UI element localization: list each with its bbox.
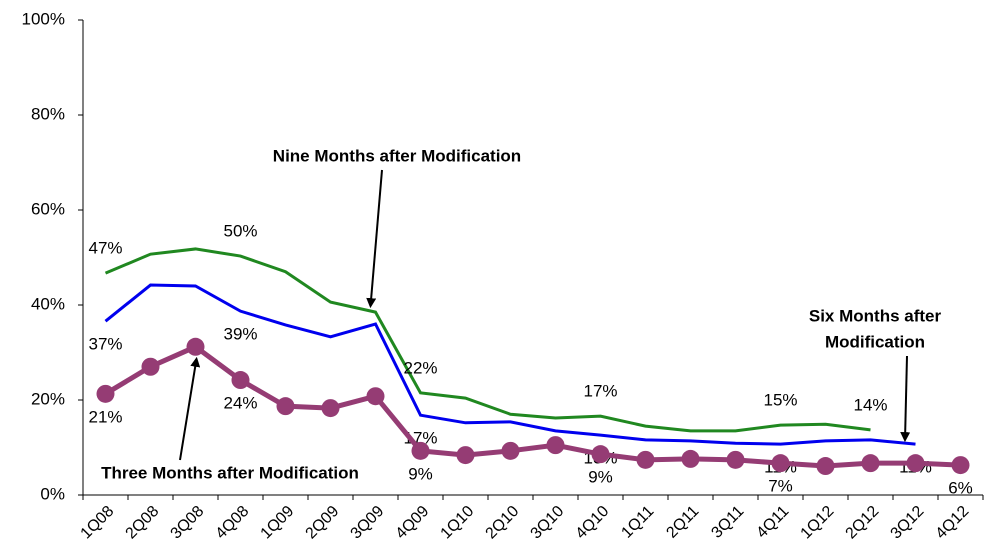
marker [951, 456, 970, 475]
data-label: 39% [223, 325, 257, 344]
marker [411, 441, 430, 460]
x-tick-label: 2Q12 [843, 503, 883, 543]
marker [186, 337, 205, 356]
annotation-arrow [179, 356, 201, 461]
y-tick-label: 40% [31, 294, 65, 313]
data-label: 21% [88, 407, 122, 426]
marker [456, 446, 475, 465]
data-label: 6% [948, 479, 973, 498]
x-tick-label: 2Q10 [483, 503, 523, 543]
data-label: 24% [223, 394, 257, 413]
x-tick-label: 4Q12 [933, 503, 973, 543]
y-tick-label: 0% [40, 484, 65, 503]
series-line [104, 247, 871, 433]
marker [546, 436, 565, 455]
x-tick-label: 4Q10 [573, 503, 613, 543]
data-label: 15% [763, 391, 797, 410]
data-label: 50% [223, 222, 257, 241]
y-tick-label: 20% [31, 389, 65, 408]
data-label: 22% [403, 358, 437, 377]
marker [231, 371, 250, 390]
x-tick-label: 3Q12 [888, 503, 928, 543]
x-tick-label: 3Q10 [528, 503, 568, 543]
marker [816, 457, 835, 476]
marker [726, 450, 745, 469]
data-label: 7% [768, 477, 793, 496]
x-tick-label: 1Q08 [78, 503, 118, 543]
data-label: 9% [408, 464, 433, 483]
x-tick-label: 3Q11 [708, 503, 747, 542]
marker [366, 387, 385, 406]
marker [321, 399, 340, 418]
data-label: 17% [583, 382, 617, 401]
annotation: Modification [825, 332, 925, 351]
marker [861, 454, 880, 473]
marker [96, 384, 115, 403]
x-tick-label: 1Q12 [798, 503, 838, 543]
marker [771, 454, 790, 473]
x-tick-label: 1Q11 [618, 503, 657, 542]
x-tick-label: 1Q09 [258, 503, 298, 543]
annotation: Nine Months after Modification [273, 146, 521, 165]
x-tick-label: 4Q11 [753, 503, 792, 542]
y-tick-label: 80% [31, 104, 65, 123]
marker [501, 441, 520, 460]
x-tick-label: 3Q09 [348, 503, 388, 543]
marker [906, 454, 925, 473]
data-label: 14% [853, 395, 887, 414]
data-label: 9% [588, 468, 613, 487]
marker [681, 449, 700, 468]
x-tick-label: 4Q08 [213, 503, 253, 543]
x-tick-label: 2Q09 [303, 503, 343, 543]
annotation: Three Months after Modification [101, 463, 359, 482]
marker [141, 357, 160, 376]
annotation-arrow [366, 169, 383, 309]
x-tick-label: 3Q08 [168, 503, 208, 543]
annotation: Six Months after [809, 306, 942, 325]
y-tick-label: 100% [22, 9, 65, 28]
marker [636, 450, 655, 469]
x-tick-label: 2Q11 [663, 503, 702, 542]
series-line [104, 283, 916, 446]
data-label: 37% [88, 335, 122, 354]
x-tick-label: 2Q08 [123, 503, 163, 543]
y-tick-label: 60% [31, 199, 65, 218]
x-tick-label: 4Q09 [393, 503, 433, 543]
x-tick-label: 1Q10 [438, 503, 478, 543]
annotation-arrow [900, 355, 911, 443]
data-label: 47% [88, 239, 122, 258]
marker [276, 397, 295, 416]
marker [591, 445, 610, 464]
